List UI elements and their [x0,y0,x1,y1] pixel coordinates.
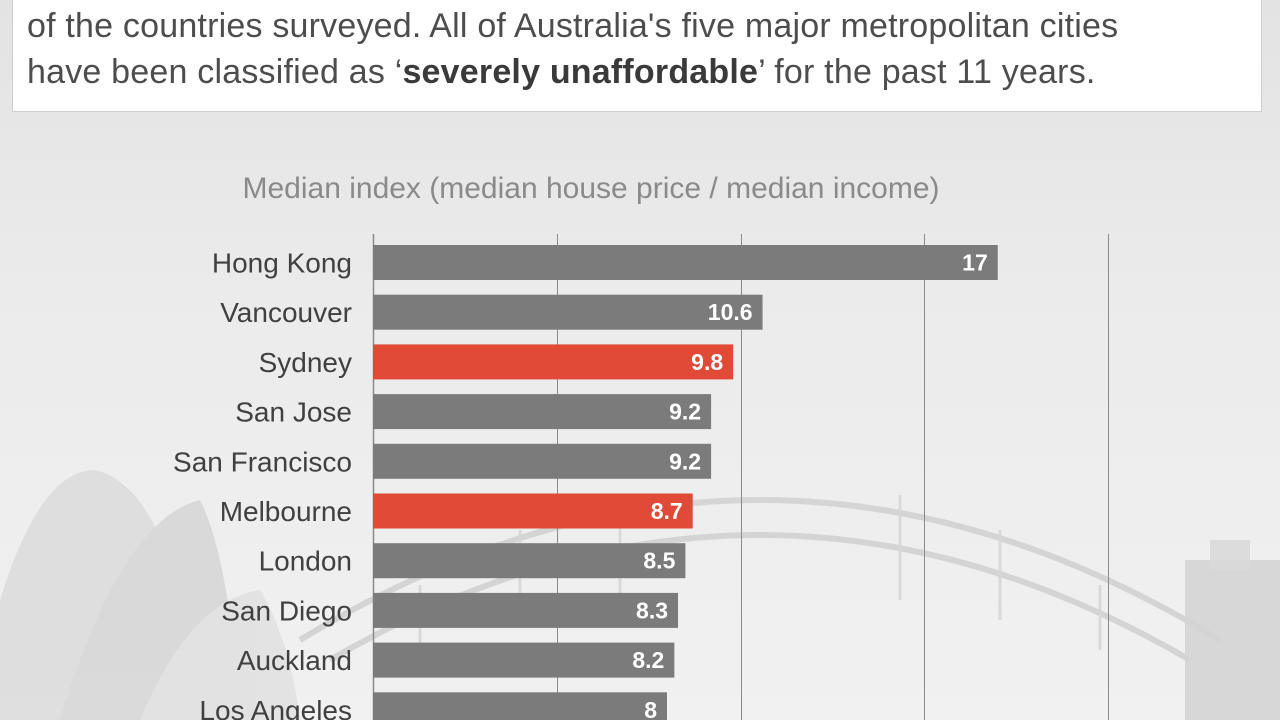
intro-line-2: have been classified as ‘severely unaffo… [27,52,1096,92]
chart-bars: Hong Kong 17 Vancouver 10.6 Sydney 9.8 San Jos… [173,245,998,720]
value-label: 8 [644,697,657,720]
bar-san-francisco [373,443,712,479]
category-label: Melbourne [220,496,352,527]
intro-line-1: of the countries surveyed. All of Austra… [27,7,1119,45]
intro-emphasis: severely unaffordable [402,53,759,91]
intro-line-2-start: have been classified as ‘ [27,53,403,91]
category-label: San Jose [235,397,352,428]
bar-san-jose [373,394,712,430]
category-label: Sydney [259,347,352,378]
value-label: 9.2 [669,399,701,425]
category-label: San Francisco [173,446,352,477]
bar-vancouver [373,294,763,330]
category-label: Los Angeles [199,695,352,720]
value-label: 9.2 [669,448,701,474]
value-label: 9.8 [691,349,723,375]
category-label: Vancouver [220,297,352,328]
value-label: 8.2 [632,647,664,673]
bar-sydney [373,344,734,380]
bar-san-diego [373,592,679,628]
category-label: Hong Kong [212,248,352,279]
category-label: Auckland [237,645,352,676]
category-label: London [259,546,352,577]
chart-title: Median index (median house price / media… [242,172,939,205]
bar-auckland [373,642,675,678]
category-label: San Diego [221,595,352,626]
bar-melbourne [373,493,693,529]
bar-los-angeles [373,692,667,720]
value-label: 10.6 [708,299,753,325]
intro-line-2-end: ’ for the past 11 years. [758,53,1096,91]
value-label: 8.3 [636,597,668,623]
value-label: 17 [962,250,988,276]
bar-hong-kong [373,245,998,280]
value-label: 8.5 [643,548,675,574]
intro-text-box: of the countries surveyed. All of Austra… [12,0,1262,112]
bar-london [373,543,686,579]
value-label: 8.7 [651,498,683,524]
